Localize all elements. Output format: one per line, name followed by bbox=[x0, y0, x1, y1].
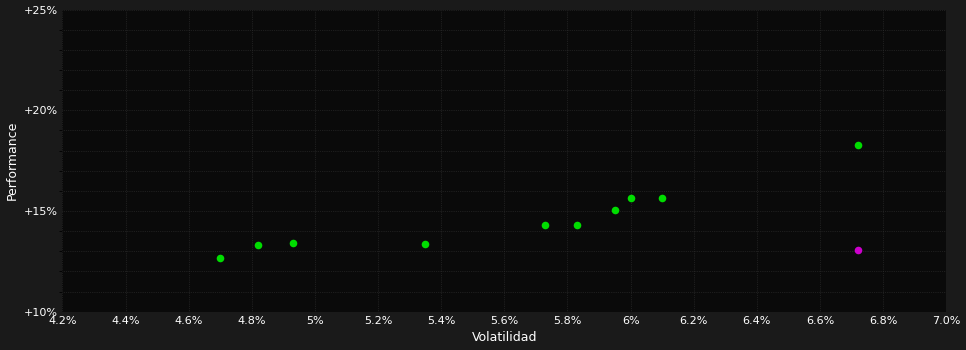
Y-axis label: Performance: Performance bbox=[6, 121, 18, 200]
Point bbox=[654, 195, 669, 201]
Point bbox=[213, 256, 228, 261]
Point bbox=[569, 222, 584, 228]
X-axis label: Volatilidad: Volatilidad bbox=[471, 331, 537, 344]
Point bbox=[538, 222, 554, 228]
Point bbox=[250, 243, 266, 248]
Point bbox=[285, 240, 300, 246]
Point bbox=[607, 207, 622, 213]
Point bbox=[417, 241, 433, 247]
Point bbox=[623, 195, 639, 201]
Point bbox=[850, 247, 866, 253]
Point bbox=[850, 142, 866, 147]
